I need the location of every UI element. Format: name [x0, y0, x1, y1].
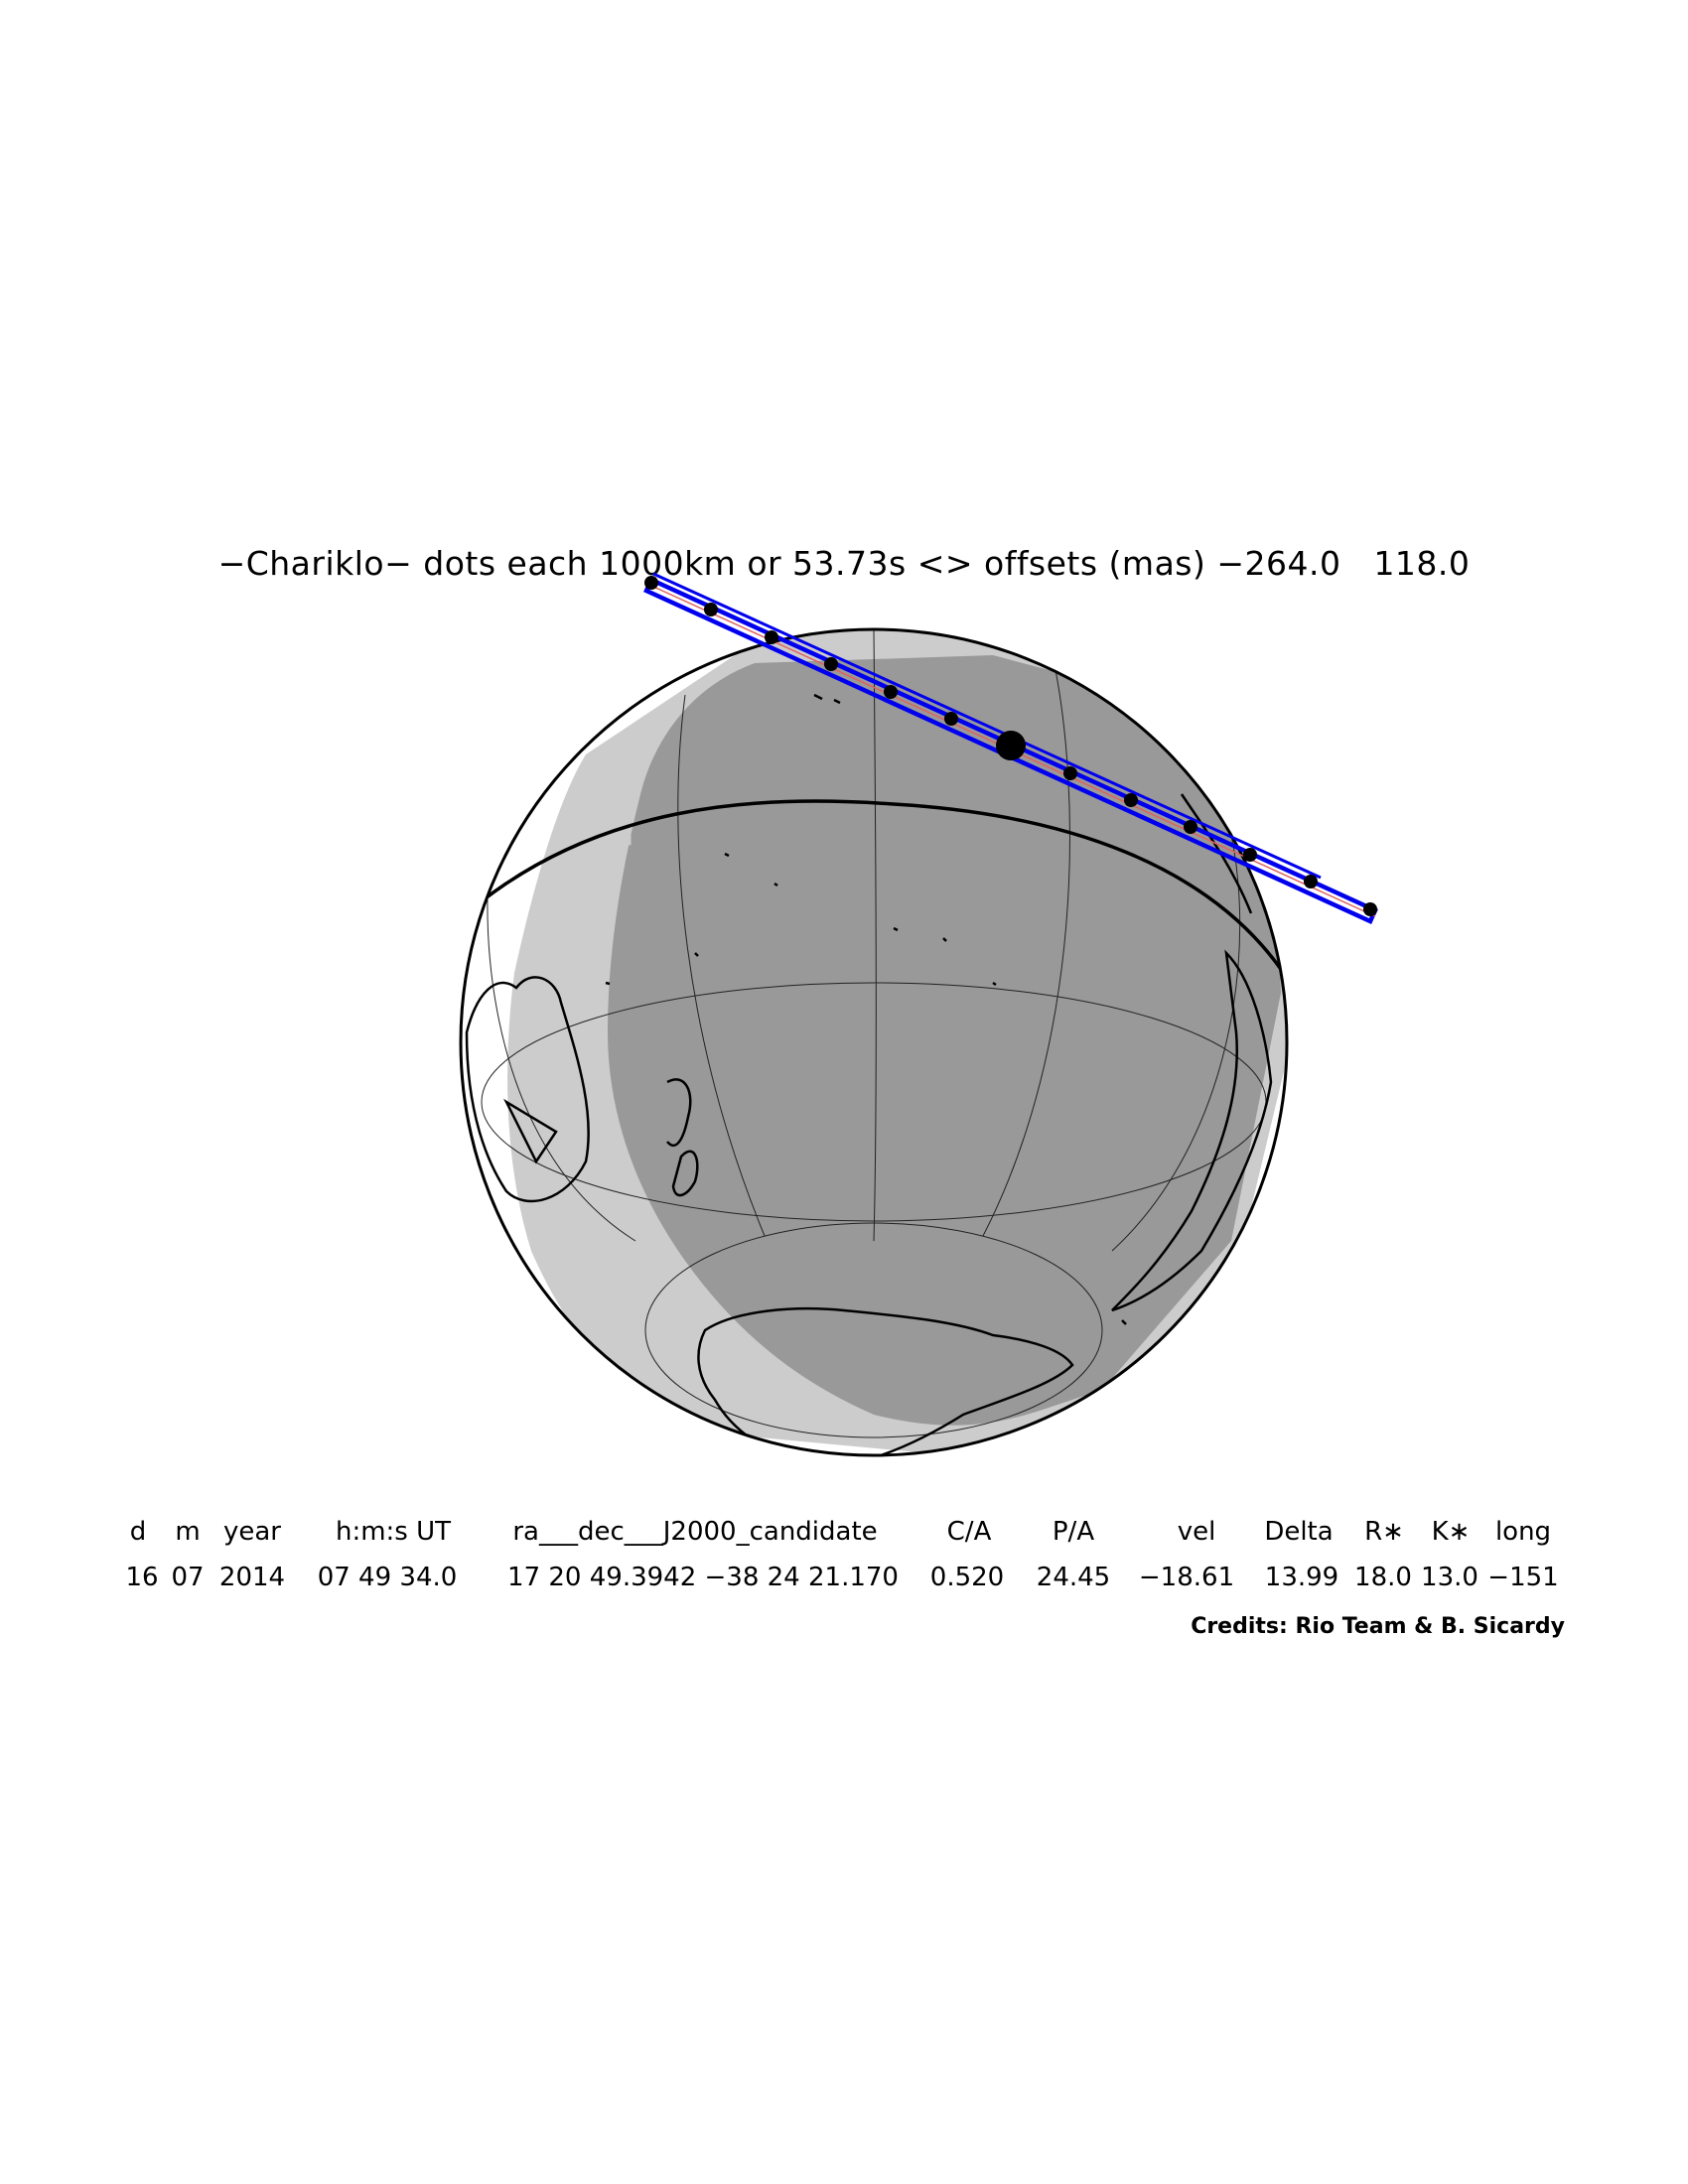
value-coordinates: 17 20 49.3942 −38 24 21.170	[507, 1563, 899, 1592]
value-time: 07 49 34.0	[317, 1563, 458, 1592]
time-dot	[704, 603, 718, 616]
header-ca: C/A	[946, 1517, 992, 1547]
value-pa: 24.45	[1036, 1563, 1111, 1592]
time-dot	[644, 576, 658, 590]
time-dot	[884, 685, 898, 699]
value-d: 16	[125, 1563, 159, 1592]
value-long: −151	[1487, 1563, 1559, 1592]
central-time-dot	[996, 731, 1026, 760]
globe	[459, 627, 1289, 1457]
time-dot	[824, 657, 838, 671]
value-delta: 13.99	[1264, 1563, 1339, 1592]
credits: Credits: Rio Team & B. Sicardy	[1191, 1614, 1565, 1639]
value-kstar: 13.0	[1421, 1563, 1478, 1592]
time-dot	[765, 630, 778, 644]
header-coordinates: ra___dec___J2000_candidate	[512, 1517, 878, 1547]
time-dot	[944, 712, 958, 726]
globe-limb	[459, 627, 1289, 1457]
header-long: long	[1494, 1517, 1552, 1547]
antarctica-coast	[697, 1306, 1074, 1455]
header-year: year	[222, 1517, 282, 1547]
equator	[465, 799, 1287, 979]
coastlines	[465, 693, 1273, 1455]
map-title: −Chariklo− dots each 1000km or 53.73s <>…	[217, 544, 1471, 583]
header-m: m	[175, 1517, 201, 1547]
time-dot	[1243, 848, 1257, 862]
time-dot	[1184, 820, 1197, 834]
south-america-coast	[1111, 949, 1273, 1312]
value-ca: 0.520	[929, 1563, 1005, 1592]
header-rstar: R∗	[1364, 1517, 1404, 1547]
time-dot	[1363, 902, 1377, 916]
time-dot	[1124, 793, 1138, 807]
north-limit	[652, 572, 1322, 880]
value-m: 07	[171, 1563, 205, 1592]
header-vel: vel	[1177, 1517, 1216, 1547]
header-kstar: K∗	[1431, 1517, 1471, 1547]
time-dots	[644, 576, 1377, 916]
australia-coast	[465, 976, 590, 1203]
header-pa: P/A	[1052, 1517, 1095, 1547]
value-rstar: 18.0	[1354, 1563, 1412, 1592]
value-year: 2014	[218, 1563, 286, 1592]
time-dot	[1304, 875, 1318, 888]
value-vel: −18.61	[1138, 1563, 1235, 1592]
header-d: d	[129, 1517, 147, 1547]
header-delta: Delta	[1264, 1517, 1334, 1547]
time-dot	[1063, 766, 1077, 780]
new-zealand-coast	[666, 1078, 692, 1148]
header-time: h:m:s UT	[335, 1517, 452, 1547]
